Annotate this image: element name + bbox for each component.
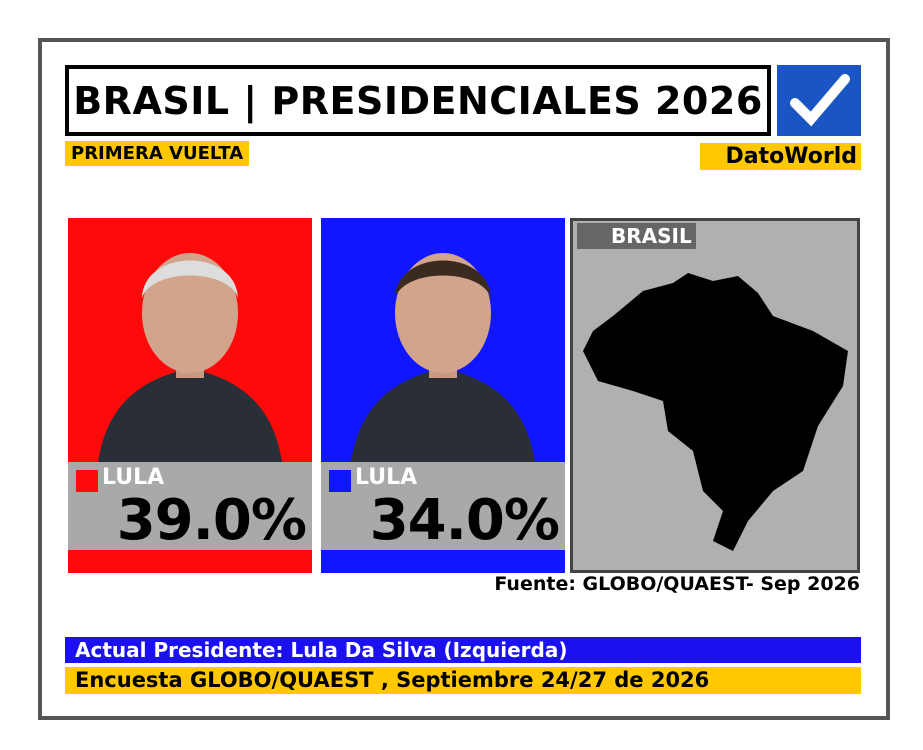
- check-icon: [777, 65, 861, 136]
- name-bar: LULA 34.0%: [321, 462, 565, 553]
- name-bar: LULA 39.0%: [68, 462, 312, 553]
- color-swatch: [329, 470, 351, 492]
- color-strip: [321, 550, 565, 573]
- map-panel: BRASIL: [570, 218, 860, 573]
- round-label: PRIMERA VUELTA: [65, 141, 250, 166]
- portrait: [98, 253, 282, 462]
- candidate-panel: LULA 34.0%: [321, 218, 565, 573]
- candidate-name: LULA: [102, 465, 165, 490]
- color-strip: [68, 550, 312, 573]
- frame: [38, 38, 890, 720]
- candidate-percent: 39.0%: [116, 488, 307, 553]
- candidate-photo: [321, 218, 565, 462]
- brazil-map: [579, 227, 848, 551]
- candidate-name: LULA: [355, 465, 418, 490]
- candidate-percent: 34.0%: [369, 488, 560, 553]
- color-swatch: [76, 470, 98, 492]
- map-label: BRASIL: [577, 223, 696, 249]
- brand: DatoWorld: [700, 143, 861, 170]
- president-bar: Actual Presidente: Lula Da Silva (Izquie…: [65, 637, 861, 663]
- portrait: [351, 253, 535, 462]
- candidate-photo: [68, 218, 312, 462]
- title: BRASIL | PRESIDENCIALES 2026: [65, 65, 771, 136]
- source: Fuente: GLOBO/QUAEST- Sep 2026: [494, 573, 860, 595]
- candidate-panel: LULA 39.0%: [68, 218, 312, 573]
- poll-bar: Encuesta GLOBO/QUAEST , Septiembre 24/27…: [65, 667, 861, 694]
